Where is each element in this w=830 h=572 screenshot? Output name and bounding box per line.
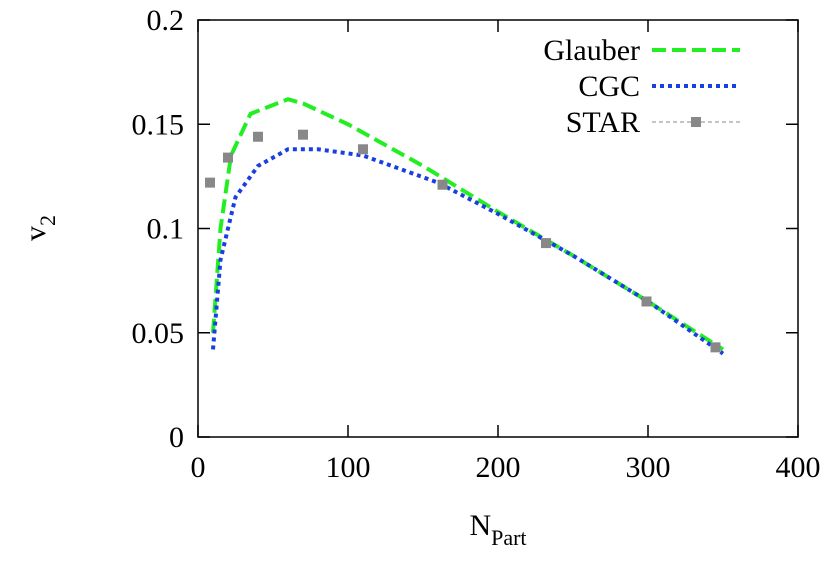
x-tick-label: 0 xyxy=(191,451,206,484)
x-axis-label: NPart xyxy=(469,509,526,550)
data-point xyxy=(298,129,308,140)
series-line xyxy=(211,97,725,352)
x-tick-label: 100 xyxy=(326,451,371,484)
x-tick-label: 200 xyxy=(476,451,521,484)
data-point xyxy=(253,131,263,142)
legend-marker xyxy=(691,117,701,127)
legend-label: CGC xyxy=(578,70,640,103)
data-point xyxy=(641,296,652,307)
data-point xyxy=(205,177,215,188)
data-point xyxy=(223,152,233,163)
data-point xyxy=(437,179,448,190)
y-axis-label: v2 xyxy=(19,215,60,241)
y-tick-label: 0 xyxy=(169,421,184,454)
plot-frame xyxy=(197,19,799,438)
data-point xyxy=(358,144,368,155)
y-axis-label-main: v xyxy=(19,226,52,241)
y-tick-label: 0.05 xyxy=(132,317,185,350)
x-tick-label: 400 xyxy=(776,451,821,484)
y-tick-label: 0.15 xyxy=(132,108,185,141)
x-axis-label-sub: Part xyxy=(491,525,526,550)
data-point xyxy=(541,238,551,249)
y-tick-label: 0.1 xyxy=(147,213,185,246)
legend-label: STAR xyxy=(566,106,640,139)
data-point xyxy=(710,342,721,353)
series-line xyxy=(211,147,725,356)
x-axis-label-main: N xyxy=(469,509,491,542)
legend-label: Glauber xyxy=(543,34,640,67)
y-axis-label-sub: 2 xyxy=(35,215,60,226)
y-tick-label: 0.2 xyxy=(147,4,185,37)
x-tick-label: 300 xyxy=(626,451,671,484)
